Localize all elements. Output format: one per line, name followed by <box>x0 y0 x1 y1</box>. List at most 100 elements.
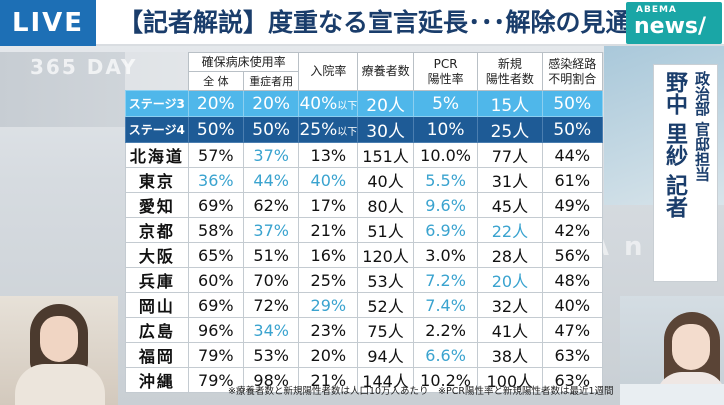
anchor-video <box>0 296 118 405</box>
cell-new: 41人 <box>477 317 543 343</box>
prefecture-name: 広島 <box>125 317 189 343</box>
table-row: 福岡 79% 53% 20% 94人 6.6% 38人 63% <box>125 342 604 368</box>
cell-recup: 94人 <box>357 342 414 368</box>
cell-unknown: 47% <box>541 317 604 343</box>
stage-value: 20人 <box>366 96 405 116</box>
stage-value: 20% <box>196 93 235 114</box>
header-new-line1: 新規 <box>497 56 522 71</box>
corner-cell <box>126 53 189 91</box>
cell-pcr: 10.0% <box>412 142 479 168</box>
cell-severe: 34% <box>242 317 300 343</box>
header-unknown-line2: 不明割合 <box>548 71 597 86</box>
header-pcr: PCR 陽性率 <box>412 52 479 91</box>
stage-cell-overall: 20% <box>187 90 244 117</box>
cell-new: 45人 <box>477 192 543 218</box>
cell-recup: 52人 <box>357 292 414 318</box>
stage-value: 25人 <box>490 122 530 142</box>
cell-severe: 51% <box>242 242 300 268</box>
cell-severe: 98% <box>242 367 300 393</box>
header-new-cases: 新規 陽性者数 <box>477 52 543 91</box>
cell-pcr: 6.9% <box>412 217 479 243</box>
cell-severe: 70% <box>242 267 300 293</box>
cell-hosp: 21% <box>298 217 359 243</box>
header-severe: 重症者用 <box>242 71 300 91</box>
cell-new: 32人 <box>477 292 543 318</box>
cell-overall: 69% <box>187 292 244 318</box>
cell-hosp: 20% <box>298 342 359 368</box>
reporter-face <box>672 324 710 370</box>
table-row: 兵庫 60% 70% 25% 53人 7.2% 20人 48% <box>125 267 604 293</box>
anchor-body <box>15 364 105 405</box>
cell-unknown: 63% <box>541 367 604 393</box>
cell-severe: 37% <box>242 217 300 243</box>
stage-value: 10% <box>426 119 465 140</box>
abema-news-logo: ABEMA news/ <box>626 2 722 44</box>
logo-main-text: news/ <box>634 14 707 39</box>
stage-cell-hosp: 40%以下 <box>298 90 359 117</box>
stage-cell-hosp: 25%以下 <box>298 116 359 143</box>
cell-overall: 79% <box>187 342 244 368</box>
cell-overall: 96% <box>187 317 244 343</box>
stage-label: ステージ3 <box>125 90 189 117</box>
cell-pcr: 3.0% <box>412 242 479 268</box>
stage-cell-new: 15人 <box>477 90 543 117</box>
stage-value: 25% <box>299 119 338 140</box>
cell-new: 22人 <box>477 217 543 243</box>
cell-overall: 65% <box>187 242 244 268</box>
cell-recup: 80人 <box>357 192 414 218</box>
cell-unknown: 48% <box>541 267 604 293</box>
table-row: 大阪 65% 51% 16% 120人 3.0% 28人 56% <box>125 242 604 268</box>
cell-new: 100人 <box>477 367 543 393</box>
cell-new: 20人 <box>477 267 543 293</box>
cell-recup: 151人 <box>357 142 414 168</box>
cell-unknown: 61% <box>541 167 604 193</box>
header-new-line2: 陽性者数 <box>485 71 534 86</box>
stage-suffix: 以下 <box>337 100 358 112</box>
cell-overall: 57% <box>187 142 244 168</box>
footnote: ※療養者数と新規陽性者数は人口10万人あたり ※PCR陽性率と新規陽性者数は最近… <box>228 386 614 397</box>
cell-overall: 79% <box>187 367 244 393</box>
cell-pcr: 10.2% <box>412 367 479 393</box>
reporter-video <box>620 296 724 405</box>
live-badge: LIVE <box>0 0 96 46</box>
cell-severe: 53% <box>242 342 300 368</box>
cell-severe: 62% <box>242 192 300 218</box>
stage-cell-unknown: 50% <box>541 116 604 143</box>
anchor-face <box>40 316 78 362</box>
header-pcr-line2: 陽性率 <box>427 71 464 86</box>
stage-value: 40% <box>299 93 338 114</box>
cell-severe: 72% <box>242 292 300 318</box>
header-hospitalization: 入院率 <box>298 52 359 91</box>
cell-hosp: 13% <box>298 142 359 168</box>
stage-cell-severe: 50% <box>242 116 300 143</box>
cell-hosp: 17% <box>298 192 359 218</box>
cell-unknown: 44% <box>541 142 604 168</box>
stage-row: ステージ4 50% 50% 25%以下 30人 10% 25人 50% <box>125 116 604 143</box>
stage-value: 15人 <box>490 96 530 116</box>
cell-pcr: 7.4% <box>412 292 479 318</box>
table-row: 東京 36% 44% 40% 40人 5.5% 31人 61% <box>125 167 604 193</box>
reporter-desk <box>620 384 724 405</box>
cell-pcr: 7.2% <box>412 267 479 293</box>
table-row: 沖縄 79% 98% 21% 144人 10.2% 100人 63% <box>125 367 604 393</box>
header-recuperating: 療養者数 <box>357 52 414 91</box>
reporter-name-plate: 政治部 官邸担当 野中 里紗 記者 <box>653 64 718 282</box>
stage-cell-new: 25人 <box>477 116 543 143</box>
cell-new: 28人 <box>477 242 543 268</box>
cell-recup: 53人 <box>357 267 414 293</box>
prefecture-name: 福岡 <box>125 342 189 368</box>
cell-overall: 60% <box>187 267 244 293</box>
cell-unknown: 40% <box>541 292 604 318</box>
stage-label: ステージ4 <box>125 116 189 143</box>
cell-hosp: 21% <box>298 367 359 393</box>
cell-pcr: 5.5% <box>412 167 479 193</box>
prefecture-name: 兵庫 <box>125 267 189 293</box>
header-overall: 全 体 <box>187 71 244 91</box>
cell-hosp: 25% <box>298 267 359 293</box>
table-row: 広島 96% 34% 23% 75人 2.2% 41人 47% <box>125 317 604 343</box>
cell-recup: 144人 <box>357 367 414 393</box>
cell-recup: 120人 <box>357 242 414 268</box>
logo-top-text: ABEMA <box>636 5 677 15</box>
cell-overall: 36% <box>187 167 244 193</box>
stage-value: 50% <box>196 119 235 140</box>
